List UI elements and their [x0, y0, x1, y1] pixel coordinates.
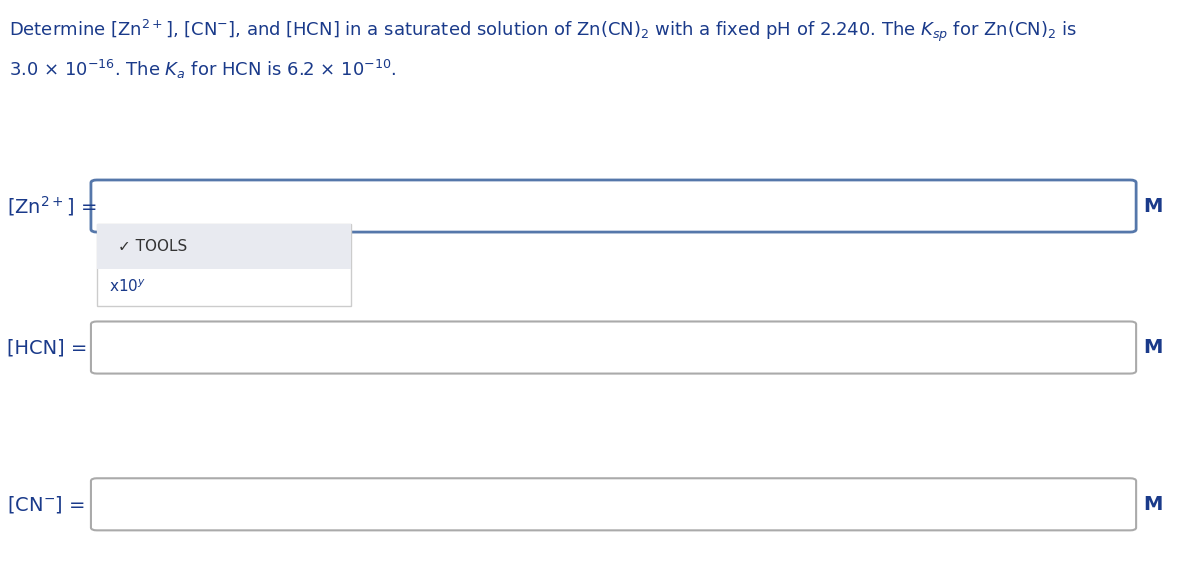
FancyBboxPatch shape — [91, 478, 1136, 530]
Text: [HCN] =: [HCN] = — [7, 338, 87, 357]
FancyBboxPatch shape — [97, 224, 351, 269]
Text: ✓ TOOLS: ✓ TOOLS — [118, 239, 188, 254]
Text: 3.0 × 10$^{-16}$. The $K_a$ for HCN is 6.2 × 10$^{-10}$.: 3.0 × 10$^{-16}$. The $K_a$ for HCN is 6… — [9, 58, 397, 81]
Text: Determine [Zn$^{2+}$], [CN$^{-}$], and [HCN] in a saturated solution of Zn(CN)$_: Determine [Zn$^{2+}$], [CN$^{-}$], and [… — [9, 18, 1077, 44]
FancyBboxPatch shape — [97, 224, 351, 306]
Text: x10$^y$: x10$^y$ — [109, 279, 145, 295]
FancyBboxPatch shape — [91, 321, 1136, 374]
Text: M: M — [1143, 196, 1162, 216]
FancyBboxPatch shape — [91, 180, 1136, 232]
Text: [Zn$^{2+}$] =: [Zn$^{2+}$] = — [7, 194, 97, 218]
Text: M: M — [1143, 338, 1162, 357]
Text: [CN$^{-}$] =: [CN$^{-}$] = — [7, 494, 85, 515]
Text: M: M — [1143, 495, 1162, 514]
